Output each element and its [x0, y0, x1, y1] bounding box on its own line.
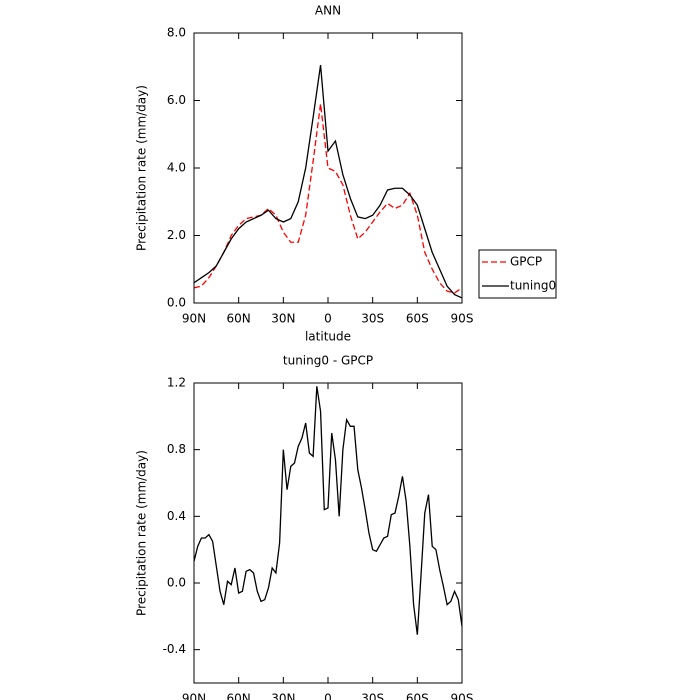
x-tick-label: 60N	[227, 312, 251, 326]
x-tick-label: 60S	[406, 692, 429, 700]
y-tick-label: 2.0	[167, 228, 186, 242]
x-tick-label: 0	[324, 692, 332, 700]
x-tick-label: 30S	[361, 312, 384, 326]
legend-box	[478, 249, 557, 299]
x-tick-label: 0	[324, 312, 332, 326]
y-tick-label: -0.4	[163, 642, 186, 656]
x-tick-label: 60N	[227, 692, 251, 700]
x-tick-label: 30N	[271, 692, 295, 700]
y-tick-label: 1.2	[167, 376, 186, 390]
plot-frame	[193, 32, 463, 304]
x-axis-label: latitude	[305, 330, 351, 344]
y-tick-label: 0.0	[167, 576, 186, 590]
x-tick-label: 90N	[182, 692, 206, 700]
x-tick-label: 30S	[361, 692, 384, 700]
x-tick-label: 60S	[406, 312, 429, 326]
y-tick-label: 0.8	[167, 442, 186, 456]
x-tick-label: 90S	[451, 692, 474, 700]
data-line	[193, 386, 463, 635]
chart-title: ANN	[315, 4, 341, 18]
y-axis-label: Precipitation rate (mm/day)	[135, 85, 149, 251]
legend-label: tuning0	[510, 279, 556, 293]
x-tick-label: 30N	[271, 312, 295, 326]
x-tick-label: 90S	[451, 312, 474, 326]
y-tick-label: 4.0	[167, 161, 186, 175]
y-tick-label: 8.0	[167, 26, 186, 40]
y-tick-label: 0.0	[167, 296, 186, 310]
y-tick-label: 0.4	[167, 509, 186, 523]
y-tick-label: 6.0	[167, 93, 186, 107]
data-line	[193, 103, 463, 294]
chart-title: tuning0 - GPCP	[283, 354, 373, 368]
y-axis-label: Precipitation rate (mm/day)	[135, 450, 149, 616]
plot-frame	[193, 382, 463, 684]
x-tick-label: 90N	[182, 312, 206, 326]
legend-label: GPCP	[510, 255, 542, 269]
data-line	[193, 64, 463, 299]
